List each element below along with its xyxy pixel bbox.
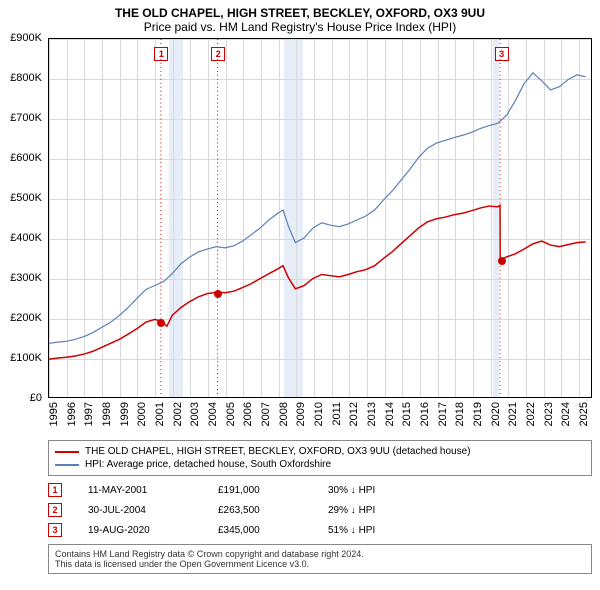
legend-swatch — [55, 464, 79, 466]
event-badge: 3 — [48, 523, 62, 537]
x-tick-label: 2024 — [560, 402, 572, 426]
event-date: 30-JUL-2004 — [88, 505, 198, 516]
event-price: £263,500 — [218, 505, 308, 516]
footnote-line: This data is licensed under the Open Gov… — [55, 559, 585, 569]
chart-title: THE OLD CHAPEL, HIGH STREET, BECKLEY, OX… — [0, 0, 600, 20]
event-badge: 2 — [48, 503, 62, 517]
x-tick-label: 2004 — [207, 402, 219, 426]
x-tick-label: 2021 — [507, 402, 519, 426]
x-tick-label: 2022 — [525, 402, 537, 426]
event-row: 3 19-AUG-2020 £345,000 51% ↓ HPI — [48, 520, 592, 540]
y-tick-label: £700K — [10, 112, 42, 124]
chart-subtitle: Price paid vs. HM Land Registry's House … — [0, 20, 600, 38]
x-tick-label: 2011 — [331, 402, 343, 426]
event-dot — [157, 319, 165, 327]
x-tick-label: 2019 — [472, 402, 484, 426]
y-tick-label: £500K — [10, 192, 42, 204]
x-tick-label: 2002 — [172, 402, 184, 426]
legend-label: THE OLD CHAPEL, HIGH STREET, BECKLEY, OX… — [85, 446, 471, 457]
x-tick-label: 2009 — [295, 402, 307, 426]
y-tick-label: £100K — [10, 352, 42, 364]
y-tick-label: £300K — [10, 272, 42, 284]
x-tick-label: 1999 — [119, 402, 131, 426]
y-tick-label: £900K — [10, 32, 42, 44]
x-tick-label: 2025 — [578, 402, 590, 426]
y-tick-label: £0 — [30, 392, 42, 404]
event-row: 2 30-JUL-2004 £263,500 29% ↓ HPI — [48, 500, 592, 520]
x-axis: 1995 1996 1997 1998 1999 2000 2001 2002 2003 2004… — [48, 398, 592, 436]
x-tick-label: 2010 — [313, 402, 325, 426]
x-tick-label: 2020 — [490, 402, 502, 426]
x-tick-label: 2012 — [348, 402, 360, 426]
x-tick-label: 2023 — [543, 402, 555, 426]
x-tick-label: 2003 — [189, 402, 201, 426]
legend: THE OLD CHAPEL, HIGH STREET, BECKLEY, OX… — [48, 440, 592, 476]
events-table: 1 11-MAY-2001 £191,000 30% ↓ HPI 2 30-JUL-200… — [48, 480, 592, 540]
x-tick-label: 1996 — [66, 402, 78, 426]
event-date: 19-AUG-2020 — [88, 525, 198, 536]
event-delta: 30% ↓ HPI — [328, 485, 428, 496]
x-tick-label: 2017 — [437, 402, 449, 426]
x-tick-label: 2015 — [401, 402, 413, 426]
footnote-line: Contains HM Land Registry data © Crown c… — [55, 549, 585, 559]
chart-lines-svg — [49, 39, 591, 397]
legend-swatch — [55, 451, 79, 453]
x-tick-label: 1997 — [83, 402, 95, 426]
plot-area: 123 — [48, 38, 592, 398]
event-row: 1 11-MAY-2001 £191,000 30% ↓ HPI — [48, 480, 592, 500]
x-tick-label: 2006 — [242, 402, 254, 426]
y-tick-label: £200K — [10, 312, 42, 324]
event-date: 11-MAY-2001 — [88, 485, 198, 496]
legend-item: HPI: Average price, detached house, Sout… — [55, 458, 585, 471]
x-tick-label: 2001 — [154, 402, 166, 426]
x-tick-label: 2016 — [419, 402, 431, 426]
y-tick-label: £400K — [10, 232, 42, 244]
event-price: £191,000 — [218, 485, 308, 496]
x-tick-label: 2000 — [136, 402, 148, 426]
event-dot — [498, 257, 506, 265]
y-tick-label: £800K — [10, 72, 42, 84]
chart-container: THE OLD CHAPEL, HIGH STREET, BECKLEY, OX… — [0, 0, 600, 574]
y-axis: £0£100K£200K£300K£400K£500K£600K£700K£80… — [0, 38, 46, 398]
event-price: £345,000 — [218, 525, 308, 536]
series-hpi — [49, 73, 586, 343]
x-tick-label: 1998 — [101, 402, 113, 426]
x-tick-label: 2008 — [278, 402, 290, 426]
x-tick-label: 2005 — [225, 402, 237, 426]
legend-label: HPI: Average price, detached house, Sout… — [85, 459, 331, 470]
x-tick-label: 2007 — [260, 402, 272, 426]
legend-item: THE OLD CHAPEL, HIGH STREET, BECKLEY, OX… — [55, 445, 585, 458]
footnote: Contains HM Land Registry data © Crown c… — [48, 544, 592, 574]
event-dot — [214, 290, 222, 298]
y-tick-label: £600K — [10, 152, 42, 164]
event-delta: 29% ↓ HPI — [328, 505, 428, 516]
series-property — [49, 205, 586, 359]
x-tick-label: 2018 — [454, 402, 466, 426]
x-tick-label: 1995 — [48, 402, 60, 426]
event-delta: 51% ↓ HPI — [328, 525, 428, 536]
event-badge: 1 — [48, 483, 62, 497]
x-tick-label: 2013 — [366, 402, 378, 426]
x-tick-label: 2014 — [384, 402, 396, 426]
